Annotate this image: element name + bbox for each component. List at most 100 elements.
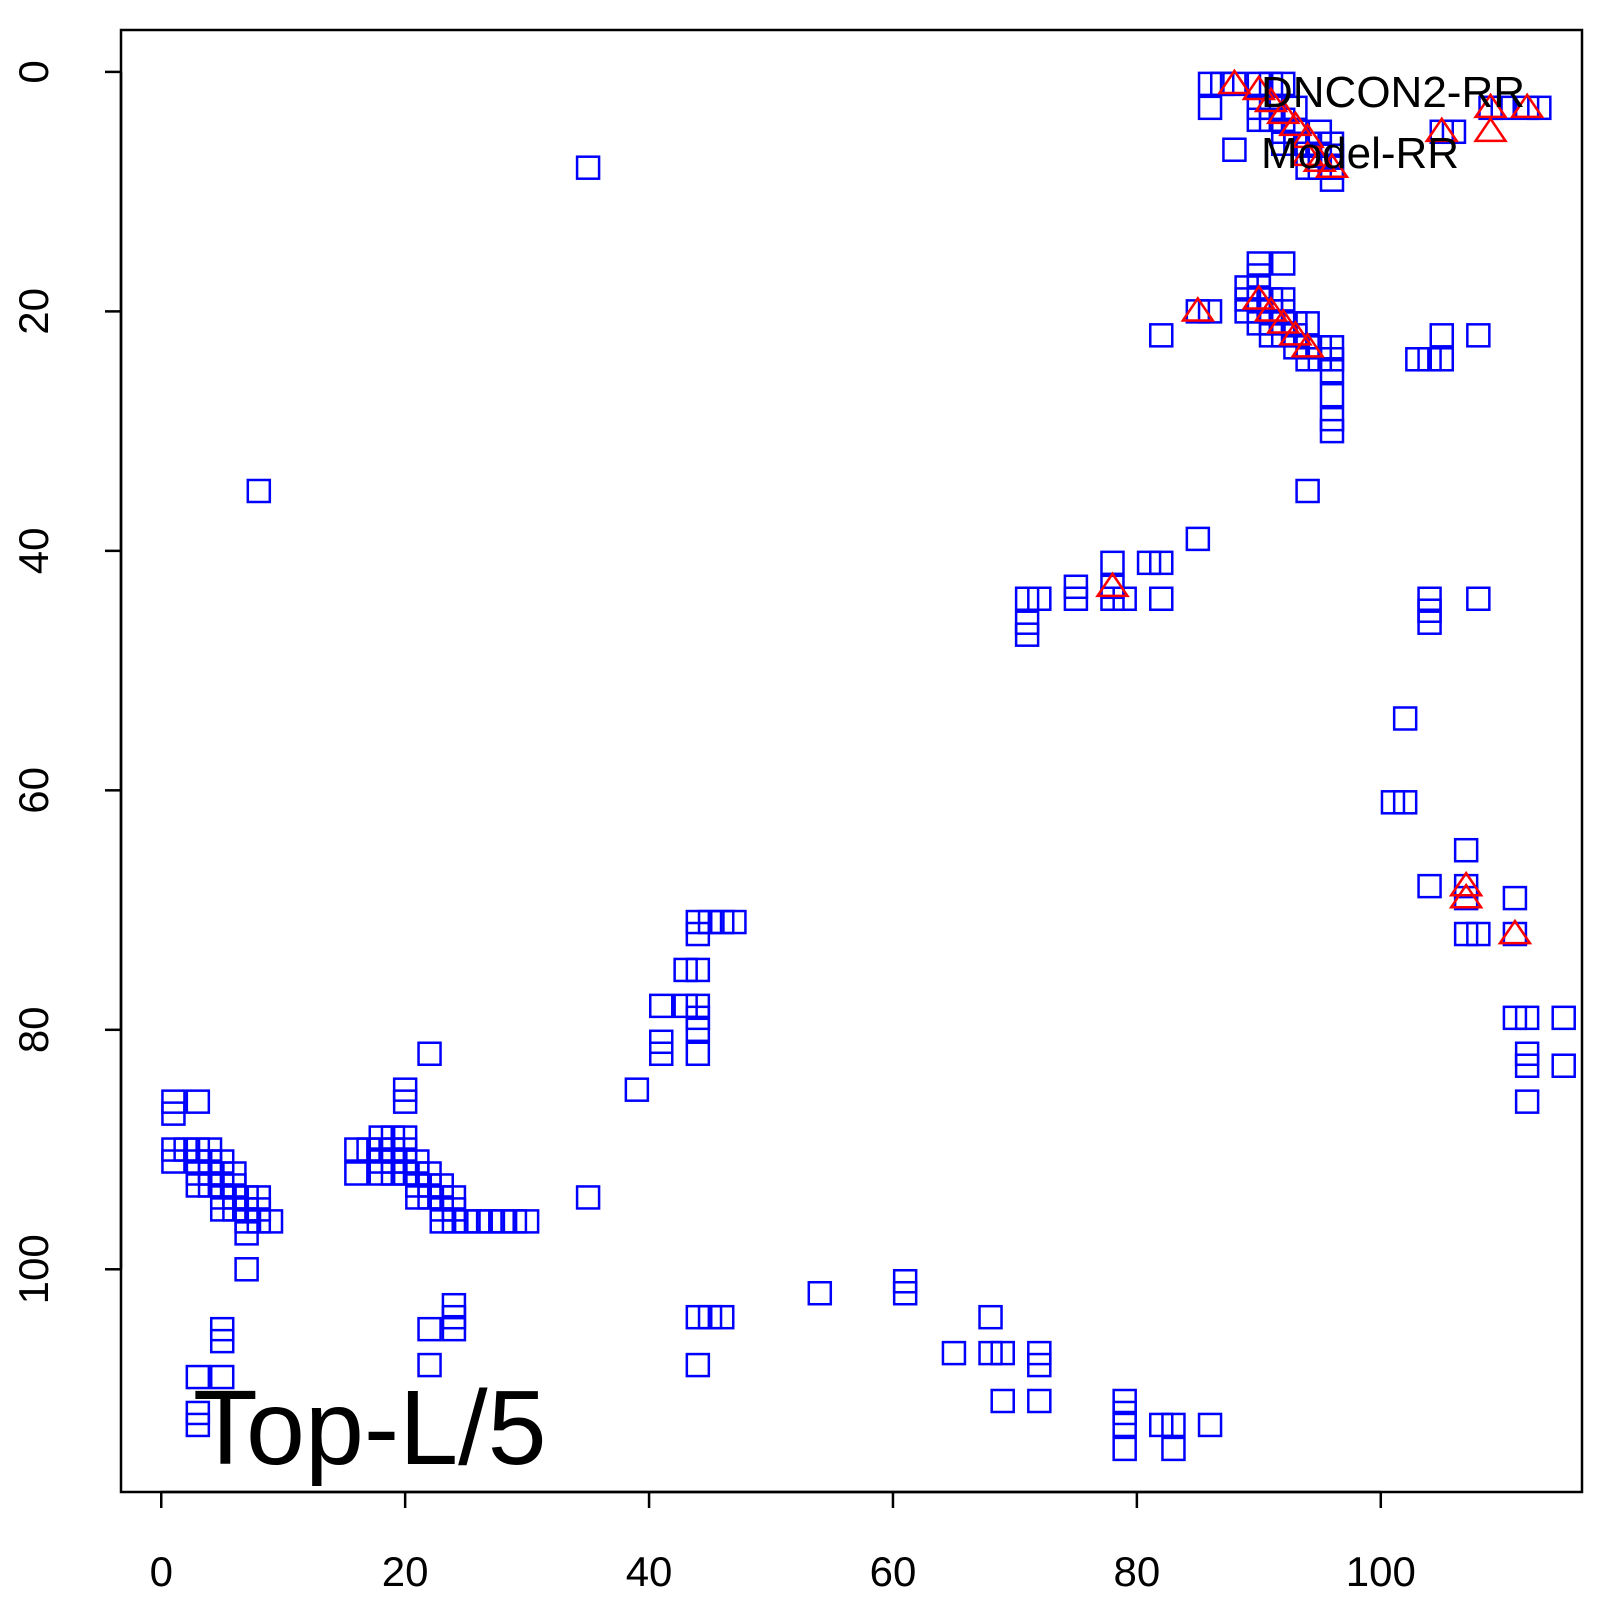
x-tick-label: 20 [382, 1548, 429, 1595]
x-tick-label: 60 [870, 1548, 917, 1595]
x-tick-label: 100 [1346, 1548, 1416, 1595]
data-point-triangle [1265, 308, 1301, 334]
data-point-square [649, 993, 674, 1019]
data-point-square [185, 1412, 211, 1438]
data-point-square [1149, 586, 1174, 612]
x-tick-label: 40 [626, 1548, 673, 1595]
data-point-square [514, 1209, 540, 1234]
data-point-square [575, 1185, 601, 1210]
data-point-square [161, 1101, 186, 1126]
data-point-triangle [1241, 74, 1277, 101]
data-point-square [1270, 71, 1296, 97]
data-point-square [1453, 837, 1479, 863]
data-point-square [344, 1161, 369, 1186]
data-point-square [1027, 586, 1052, 612]
data-point-square [234, 1257, 259, 1282]
y-tick-label: 0 [10, 60, 57, 83]
data-point-square [1319, 359, 1345, 384]
series-1 [161, 71, 1576, 1462]
data-point-square [1392, 790, 1418, 815]
data-point-square [1185, 526, 1211, 552]
data-point-triangle [1448, 882, 1484, 909]
data-point-square [441, 1316, 467, 1342]
data-point-square [1551, 1053, 1576, 1078]
data-point-square [941, 1340, 967, 1366]
data-point-triangle [1253, 86, 1289, 113]
data-point-square [246, 478, 272, 504]
data-point-triangle [1278, 320, 1313, 346]
data-point-triangle [1278, 110, 1313, 137]
data-point-square [1161, 1436, 1186, 1462]
data-point-square [1429, 323, 1455, 348]
data-point-square [807, 1280, 833, 1306]
data-point-square [1551, 1005, 1576, 1031]
data-point-square [417, 1316, 442, 1342]
data-point-square [1149, 550, 1174, 576]
data-point-square [1514, 1089, 1540, 1114]
data-point-triangle [1509, 92, 1545, 119]
y-tick-label: 60 [10, 767, 57, 814]
data-point-square [1490, 95, 1515, 121]
data-point-square [1063, 586, 1089, 612]
data-point-square [1295, 478, 1320, 504]
data-point-square [1466, 323, 1491, 348]
data-point-square [417, 1041, 442, 1067]
data-point-square [1514, 1005, 1540, 1031]
data-point-square [990, 1388, 1015, 1414]
x-axis: 0 20 40 60 80 100 [150, 1490, 1416, 1595]
data-point-square [185, 1089, 211, 1114]
data-point-square [685, 921, 711, 947]
data-point-square [1197, 299, 1223, 324]
data-point-square [1100, 550, 1125, 576]
data-point-square [1527, 95, 1552, 121]
data-point-square [209, 1364, 235, 1390]
y-tick-label: 40 [10, 528, 57, 575]
data-point-square [1319, 382, 1345, 408]
data-point-square [1270, 251, 1296, 276]
data-point-square [892, 1280, 918, 1306]
data-point-square [392, 1089, 418, 1114]
data-point-square [685, 1041, 711, 1067]
data-point-square [709, 1304, 735, 1330]
data-point-triangle [1424, 116, 1460, 143]
legend-label-series-2: Model-RR [1261, 129, 1459, 178]
data-point-square [1197, 95, 1223, 121]
plot-frame [119, 28, 1584, 1494]
data-point-square [1417, 873, 1442, 899]
data-point-square [685, 957, 711, 983]
data-point-square [1417, 610, 1442, 635]
data-point-square [258, 1209, 284, 1234]
y-tick-label: 20 [10, 288, 57, 335]
x-tick-label: 80 [1114, 1548, 1161, 1595]
data-point-square [1466, 586, 1491, 612]
data-point-square [685, 1352, 711, 1378]
data-point-square [1161, 1412, 1186, 1438]
data-point-triangle [1253, 296, 1289, 322]
data-point-square [1112, 1436, 1137, 1462]
data-point-square [1027, 1388, 1052, 1414]
legend: DNCON2-RR Model-RR [1261, 68, 1525, 178]
data-point-square [209, 1328, 235, 1354]
legend-label-series-1: DNCON2-RR [1261, 68, 1525, 117]
data-point-square [1112, 1412, 1137, 1438]
data-point-square [1222, 137, 1247, 162]
data-point-square [978, 1304, 1003, 1330]
data-point-square [1441, 119, 1467, 145]
data-point-square [575, 155, 601, 180]
series-layer [161, 68, 1576, 1462]
data-point-square [185, 1364, 211, 1390]
data-point-triangle [1180, 296, 1216, 322]
y-tick-label: 100 [10, 1234, 57, 1304]
series-2 [1095, 68, 1545, 945]
data-point-square [1392, 706, 1418, 731]
data-point-square [624, 1077, 650, 1102]
data-point-square [1429, 347, 1455, 372]
y-axis: 0 20 40 60 80 100 [10, 60, 123, 1304]
data-point-triangle [1497, 918, 1533, 945]
data-point-square [1514, 1053, 1540, 1078]
chart-annotation: Top-L/5 [193, 1369, 547, 1487]
y-tick-label: 80 [10, 1006, 57, 1053]
data-point-square [649, 1041, 674, 1067]
data-point-square [1027, 1352, 1052, 1378]
